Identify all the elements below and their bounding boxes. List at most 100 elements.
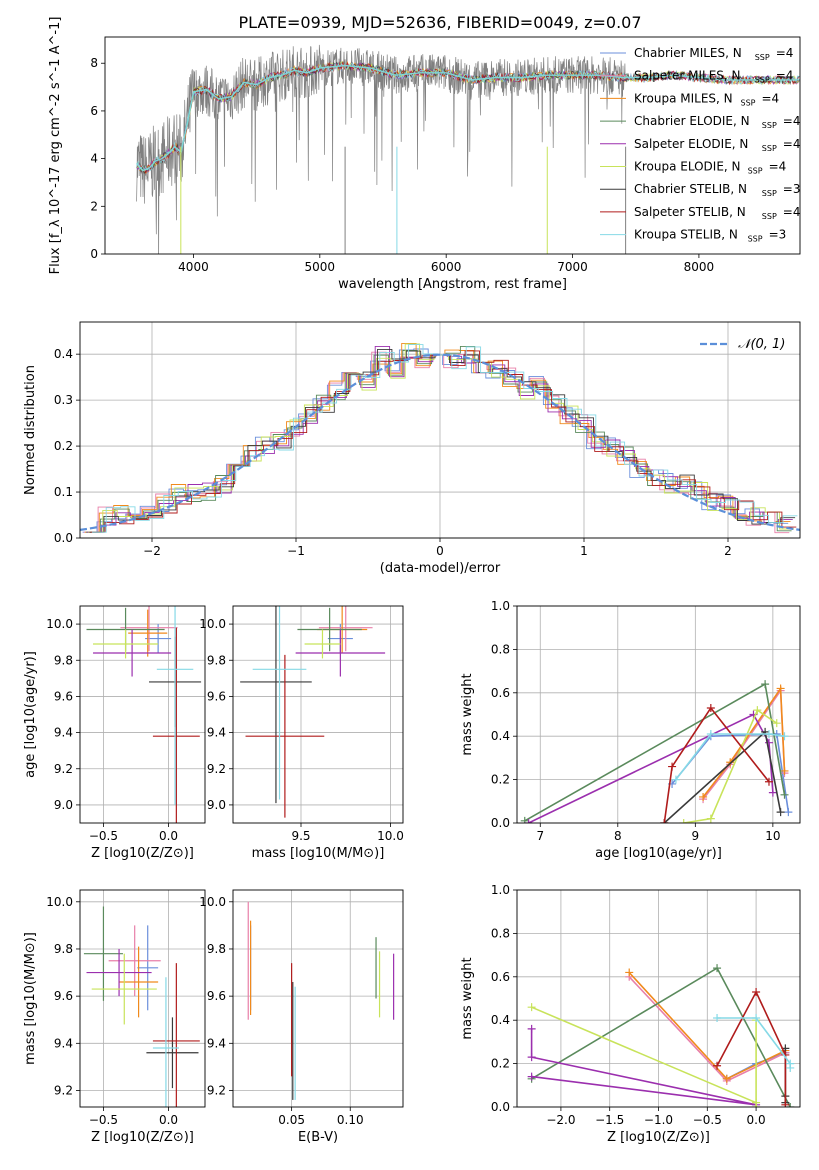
y-tick-label: 0.2 — [491, 773, 510, 787]
x-tick-label: −0.5 — [693, 1113, 722, 1127]
x-tick-label: −2 — [143, 544, 161, 558]
x-axis-label: Z [log10(Z/Z⊙)] — [607, 1130, 710, 1145]
x-tick-label: 0.0 — [159, 1113, 178, 1127]
massweight-marker — [726, 758, 735, 767]
panel-4: 9.5 10.0 9.0 9.2 9.4 9.6 9.8 10.0 mass [log10(M/… — [199, 605, 404, 861]
panel-6: −0.5 0.0 9.2 9.4 9.6 9.8 10.0 Z [log10(Z/Z⊙)] ma… — [23, 889, 206, 1145]
massweight-line — [675, 733, 785, 781]
errorbar-plot-area — [83, 906, 200, 1107]
y-tick-label: 9.2 — [54, 762, 73, 776]
y-tick-label: 9.6 — [54, 689, 73, 703]
massweight-marker — [752, 1014, 761, 1023]
axes-frame — [516, 889, 801, 1108]
x-tick-label: −1.5 — [595, 1113, 624, 1127]
axes-frame — [104, 36, 801, 255]
figure-title: PLATE=0939, MJD=52636, FIBERID=0049, z=0… — [238, 13, 641, 32]
y-tick-label: 8 — [90, 56, 98, 70]
legend-subscript: SSP — [748, 235, 763, 244]
histogram-series — [90, 350, 797, 533]
massweight-marker — [786, 1103, 795, 1107]
x-tick-label: 5000 — [305, 260, 336, 274]
histogram-series — [82, 348, 789, 533]
legend-nssp: =4 — [783, 137, 801, 151]
x-tick-label: −0.5 — [89, 1113, 118, 1127]
massweight-marker — [713, 1014, 722, 1023]
x-tick-label: 6000 — [431, 260, 462, 274]
y-axis-label: mass weight — [460, 673, 475, 755]
y-tick-label: 0.4 — [491, 729, 510, 743]
histogram-series — [91, 344, 798, 533]
massweight-marker — [722, 1074, 731, 1083]
massweight-marker — [776, 684, 785, 693]
massweight-marker — [713, 1061, 722, 1070]
massweight-marker — [753, 706, 762, 715]
x-axis-label: age [log10(age/yr)] — [595, 846, 722, 861]
y-tick-label: 0.2 — [54, 439, 73, 453]
panel-7: 0.05 0.10 9.2 9.4 9.6 9.8 10.0 E(B-V) — [199, 889, 404, 1145]
massweight-line — [683, 708, 778, 823]
x-tick-label: −1 — [287, 544, 305, 558]
panel-3: −0.5 0.0 9.0 9.2 9.4 9.6 9.8 10.0 Z [log10(Z/Z⊙)… — [23, 605, 206, 861]
axes-frame — [232, 889, 404, 1108]
y-tick-label: 10.0 — [46, 617, 73, 631]
legend-nssp: =4 — [776, 69, 794, 83]
massweight-marker — [761, 680, 770, 689]
y-tick-label: 2 — [90, 199, 98, 213]
errorbar-plot-area — [86, 606, 202, 823]
y-tick-label: 9.2 — [207, 1083, 226, 1097]
y-tick-label: 9.4 — [54, 1036, 73, 1050]
x-tick-label: 0.0 — [159, 829, 178, 843]
histogram-series — [89, 348, 796, 533]
y-tick-label: 9.6 — [207, 689, 226, 703]
y-tick-label: 0.1 — [54, 485, 73, 499]
y-tick-label: 0.4 — [54, 347, 73, 361]
legend-subscript: SSP — [762, 121, 777, 130]
y-tick-label: 9.0 — [54, 798, 73, 812]
x-axis-label: (data-model)/error — [380, 561, 501, 576]
axes-frame — [79, 605, 206, 824]
massweight-marker — [768, 788, 777, 797]
y-tick-label: 1.0 — [491, 599, 510, 613]
massweight-line — [702, 686, 786, 798]
massweight-plot-area — [520, 680, 793, 823]
x-tick-label: 0.10 — [337, 1113, 364, 1127]
legend-subscript: SSP — [762, 189, 777, 198]
massweight-marker — [527, 1003, 536, 1012]
y-tick-label: 9.8 — [54, 653, 73, 667]
massweight-marker — [772, 719, 781, 728]
massweight-marker — [764, 730, 773, 739]
massweight-marker — [713, 964, 722, 973]
legend-label: Kroupa MILES, N — [634, 91, 733, 105]
histogram-series — [88, 343, 794, 533]
y-tick-label: 10.0 — [199, 617, 226, 631]
massweight-marker — [752, 1103, 761, 1107]
y-tick-label: 9.4 — [207, 726, 226, 740]
axes-frame — [79, 889, 206, 1108]
massweight-marker — [527, 1072, 536, 1081]
hist-plot-area — [80, 342, 800, 534]
y-axis-label: mass [log10(M/M⊙)] — [23, 932, 38, 1065]
x-tick-label: 9.5 — [291, 829, 310, 843]
legend-subscript: SSP — [762, 144, 777, 153]
spectrum-plot-area — [136, 44, 800, 254]
y-tick-label: 9.2 — [207, 762, 226, 776]
x-axis-label: wavelength [Angstrom, rest frame] — [338, 277, 567, 292]
massweight-marker — [527, 1024, 536, 1033]
axes-frame — [79, 321, 801, 539]
legend-label: Salpeter ELODIE, N — [634, 137, 748, 151]
x-axis-label: E(B-V) — [298, 1130, 338, 1145]
legend-nssp: =4 — [769, 160, 787, 174]
y-tick-label: 9.6 — [207, 989, 226, 1003]
massweight-line — [530, 1028, 757, 1106]
x-tick-label: 1 — [580, 544, 588, 558]
x-tick-label: 0.0 — [747, 1113, 766, 1127]
errorbar-plot-area — [240, 606, 386, 818]
y-tick-label: 9.8 — [207, 653, 226, 667]
x-tick-label: 8000 — [684, 260, 715, 274]
x-tick-label: 10 — [765, 829, 780, 843]
legend-nssp: =3 — [769, 228, 787, 242]
y-axis-label: Normed distribution — [23, 365, 38, 495]
y-tick-label: 0 — [90, 247, 98, 261]
massweight-marker — [679, 819, 688, 823]
panel-8: −2.0 −1.5 −1.0 −0.5 0.0 0.0 0.2 0.4 0.6 0.8 1.0 Z [… — [460, 883, 801, 1145]
